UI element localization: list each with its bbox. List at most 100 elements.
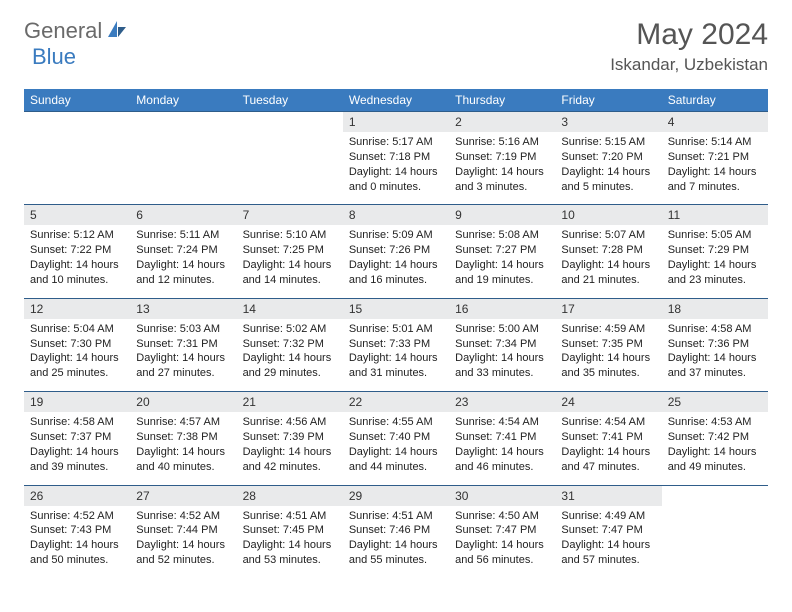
title-block: May 2024 Iskandar, Uzbekistan bbox=[610, 18, 768, 75]
sunrise-line: Sunrise: 5:12 AM bbox=[30, 228, 124, 243]
day-number-cell: 4 bbox=[662, 112, 768, 133]
daylight-line: Daylight: 14 hours and 10 minutes. bbox=[30, 258, 124, 288]
day-info-cell: Sunrise: 4:55 AMSunset: 7:40 PMDaylight:… bbox=[343, 412, 449, 485]
sunrise-line: Sunrise: 4:50 AM bbox=[455, 509, 549, 524]
sunrise-line: Sunrise: 4:52 AM bbox=[30, 509, 124, 524]
logo-sub: Blue bbox=[32, 44, 76, 70]
day-number-cell: 9 bbox=[449, 205, 555, 226]
sunrise-line: Sunrise: 5:17 AM bbox=[349, 135, 443, 150]
day-info-cell: Sunrise: 5:15 AMSunset: 7:20 PMDaylight:… bbox=[555, 132, 661, 205]
day-info-row: Sunrise: 5:17 AMSunset: 7:18 PM Daylight:… bbox=[24, 132, 768, 205]
daylight-line: Daylight: 14 hours and 46 minutes. bbox=[455, 445, 549, 475]
day-info-cell: Sunrise: 5:10 AMSunset: 7:25 PMDaylight:… bbox=[237, 225, 343, 298]
day-info-cell: Sunrise: 4:59 AMSunset: 7:35 PMDaylight:… bbox=[555, 319, 661, 392]
day-info-cell: Sunrise: 5:07 AMSunset: 7:28 PMDaylight:… bbox=[555, 225, 661, 298]
daylight-line: Daylight: 14 hours and 31 minutes. bbox=[349, 351, 443, 381]
day-info-cell: Sunrise: 5:00 AMSunset: 7:34 PMDaylight:… bbox=[449, 319, 555, 392]
day-number-row: 262728293031 bbox=[24, 485, 768, 506]
day-number-cell: 1 bbox=[343, 112, 449, 133]
sunset-line: Sunset: 7:47 PM bbox=[455, 523, 549, 538]
daylight-line: Daylight: 14 hours and 25 minutes. bbox=[30, 351, 124, 381]
day-info-cell: Sunrise: 5:02 AMSunset: 7:32 PMDaylight:… bbox=[237, 319, 343, 392]
sunset-line: Sunset: 7:27 PM bbox=[455, 243, 549, 258]
daylight-line: Daylight: 14 hours and 49 minutes. bbox=[668, 445, 762, 475]
sunset-line: Sunset: 7:41 PM bbox=[455, 430, 549, 445]
sunset-line: Sunset: 7:32 PM bbox=[243, 337, 337, 352]
day-info-cell: Sunrise: 4:54 AMSunset: 7:41 PMDaylight:… bbox=[555, 412, 661, 485]
day-info-cell: Sunrise: 5:17 AMSunset: 7:18 PMDaylight:… bbox=[343, 132, 449, 205]
day-info-cell bbox=[237, 132, 343, 205]
daylight-line: Daylight: 14 hours and 21 minutes. bbox=[561, 258, 655, 288]
day-number-cell: 11 bbox=[662, 205, 768, 226]
day-number-cell: 5 bbox=[24, 205, 130, 226]
sunset-line: Sunset: 7:44 PM bbox=[136, 523, 230, 538]
day-number-cell: 8 bbox=[343, 205, 449, 226]
day-number-cell: 7 bbox=[237, 205, 343, 226]
day-info-cell bbox=[24, 132, 130, 205]
sunrise-line: Sunrise: 5:01 AM bbox=[349, 322, 443, 337]
daylight-line: Daylight: 14 hours and 23 minutes. bbox=[668, 258, 762, 288]
day-number-row: 567891011 bbox=[24, 205, 768, 226]
day-info-cell: Sunrise: 4:49 AMSunset: 7:47 PMDaylight:… bbox=[555, 506, 661, 578]
sunrise-line: Sunrise: 4:55 AM bbox=[349, 415, 443, 430]
day-info-cell bbox=[130, 132, 236, 205]
day-info-cell: Sunrise: 5:16 AMSunset: 7:19 PMDaylight:… bbox=[449, 132, 555, 205]
sunset-line: Sunset: 7:18 PM bbox=[349, 150, 443, 165]
sunset-line: Sunset: 7:28 PM bbox=[561, 243, 655, 258]
sunrise-line: Sunrise: 5:00 AM bbox=[455, 322, 549, 337]
daylight-line: Daylight: 14 hours and 5 minutes. bbox=[561, 165, 655, 195]
sunrise-line: Sunrise: 4:54 AM bbox=[561, 415, 655, 430]
sunset-line: Sunset: 7:38 PM bbox=[136, 430, 230, 445]
day-info-cell: Sunrise: 5:14 AMSunset: 7:21 PMDaylight:… bbox=[662, 132, 768, 205]
daylight-line: Daylight: 14 hours and 33 minutes. bbox=[455, 351, 549, 381]
daylight-line: Daylight: 14 hours and 47 minutes. bbox=[561, 445, 655, 475]
day-info-cell: Sunrise: 5:11 AMSunset: 7:24 PMDaylight:… bbox=[130, 225, 236, 298]
sunset-line: Sunset: 7:46 PM bbox=[349, 523, 443, 538]
day-number-cell: 26 bbox=[24, 485, 130, 506]
calendar-table: SundayMondayTuesdayWednesdayThursdayFrid… bbox=[24, 89, 768, 578]
daylight-line: Daylight: 14 hours and 53 minutes. bbox=[243, 538, 337, 568]
sunrise-line: Sunrise: 5:11 AM bbox=[136, 228, 230, 243]
daylight-line: Daylight: 14 hours and 50 minutes. bbox=[30, 538, 124, 568]
day-number-cell: 29 bbox=[343, 485, 449, 506]
sunset-line: Sunset: 7:31 PM bbox=[136, 337, 230, 352]
day-number-cell bbox=[237, 112, 343, 133]
day-number-cell: 10 bbox=[555, 205, 661, 226]
day-info-row: Sunrise: 4:52 AMSunset: 7:43 PMDaylight:… bbox=[24, 506, 768, 578]
day-number-cell: 31 bbox=[555, 485, 661, 506]
day-info-cell: Sunrise: 5:09 AMSunset: 7:26 PMDaylight:… bbox=[343, 225, 449, 298]
day-number-cell: 15 bbox=[343, 298, 449, 319]
day-info-cell: Sunrise: 5:05 AMSunset: 7:29 PMDaylight:… bbox=[662, 225, 768, 298]
weekday-header: Tuesday bbox=[237, 89, 343, 112]
day-number-cell: 30 bbox=[449, 485, 555, 506]
sunrise-line: Sunrise: 5:04 AM bbox=[30, 322, 124, 337]
weekday-header: Thursday bbox=[449, 89, 555, 112]
daylight-line: Daylight: 14 hours and 3 minutes. bbox=[455, 165, 549, 195]
sunset-line: Sunset: 7:35 PM bbox=[561, 337, 655, 352]
day-number-row: 12131415161718 bbox=[24, 298, 768, 319]
daylight-line: Daylight: 14 hours and 42 minutes. bbox=[243, 445, 337, 475]
daylight-line: Daylight: 14 hours and 40 minutes. bbox=[136, 445, 230, 475]
sunrise-line: Sunrise: 5:05 AM bbox=[668, 228, 762, 243]
daylight-line: Daylight: 14 hours and 7 minutes. bbox=[668, 165, 762, 195]
sunset-line: Sunset: 7:34 PM bbox=[455, 337, 549, 352]
sunset-line: Sunset: 7:24 PM bbox=[136, 243, 230, 258]
weekday-header: Wednesday bbox=[343, 89, 449, 112]
day-number-cell: 23 bbox=[449, 392, 555, 413]
sunset-line: Sunset: 7:40 PM bbox=[349, 430, 443, 445]
sunset-line: Sunset: 7:26 PM bbox=[349, 243, 443, 258]
logo: General bbox=[24, 18, 130, 44]
day-number-cell: 6 bbox=[130, 205, 236, 226]
day-info-cell: Sunrise: 4:53 AMSunset: 7:42 PMDaylight:… bbox=[662, 412, 768, 485]
sunrise-line: Sunrise: 4:58 AM bbox=[30, 415, 124, 430]
sunrise-line: Sunrise: 5:02 AM bbox=[243, 322, 337, 337]
sunset-line: Sunset: 7:30 PM bbox=[30, 337, 124, 352]
day-info-cell: Sunrise: 4:54 AMSunset: 7:41 PMDaylight:… bbox=[449, 412, 555, 485]
day-info-cell: Sunrise: 4:56 AMSunset: 7:39 PMDaylight:… bbox=[237, 412, 343, 485]
day-number-cell: 3 bbox=[555, 112, 661, 133]
sunrise-line: Sunrise: 4:54 AM bbox=[455, 415, 549, 430]
day-number-cell: 28 bbox=[237, 485, 343, 506]
weekday-header: Friday bbox=[555, 89, 661, 112]
day-info-cell: Sunrise: 4:52 AMSunset: 7:43 PMDaylight:… bbox=[24, 506, 130, 578]
sunrise-line: Sunrise: 4:51 AM bbox=[243, 509, 337, 524]
